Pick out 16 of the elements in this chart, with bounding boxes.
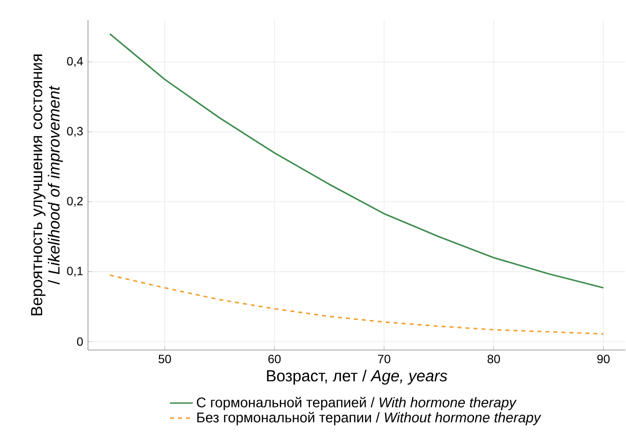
y-tick-label: 0,4	[67, 56, 83, 67]
x-tick-label: 70	[378, 354, 390, 364]
x-tick-label: 90	[597, 354, 610, 364]
x-axis-title: Возраст, лет / Age, years	[267, 370, 448, 385]
y-tick-label: 0,3	[67, 126, 83, 137]
x-tick-label: 50	[158, 354, 171, 364]
x-tick-label: 80	[488, 354, 500, 364]
y-tick-label: 0,2	[67, 196, 83, 207]
line-series	[109, 274, 604, 335]
y-tick-label: 0,1	[67, 266, 83, 277]
y-tick-label: 0	[77, 337, 83, 346]
legend-label: Без гормональной терапии / Without hormone therapy	[197, 412, 542, 426]
line-series	[109, 33, 604, 289]
legend-label: С гормональной терапией / With hormone therapy	[196, 396, 517, 410]
x-tick-label: 60	[268, 354, 281, 364]
y-axis-title: Вероятность улучшения состояния / Likelihood of improvement	[31, 54, 63, 316]
